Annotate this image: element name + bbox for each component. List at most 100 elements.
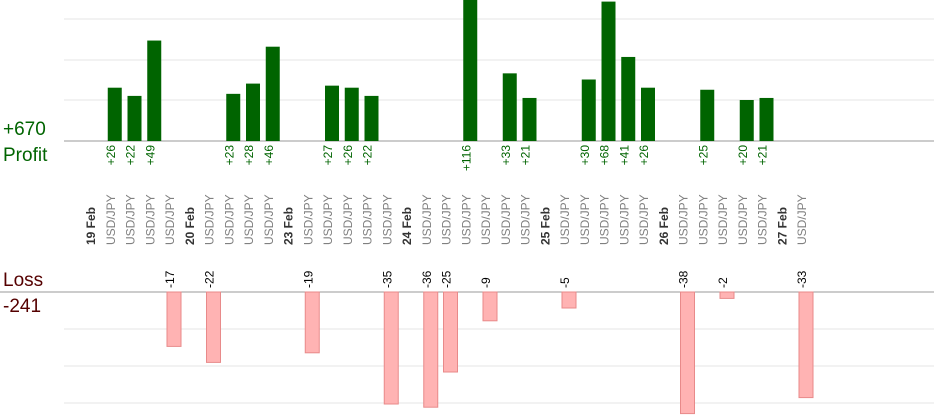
loss-bar [798, 291, 814, 399]
profit-value-label: +21 [756, 145, 770, 166]
instrument-label: USD/JPY [519, 194, 533, 245]
profit-label: Profit [3, 145, 48, 166]
profit-bar [364, 95, 379, 141]
loss-bar [443, 291, 458, 373]
instrument-label: USD/JPY [143, 194, 157, 245]
date-label: 27 Feb [775, 207, 789, 245]
profit-value-label: +46 [262, 145, 276, 166]
profit-bar [325, 85, 339, 141]
instrument-label: USD/JPY [795, 194, 809, 245]
instrument-label: USD/JPY [696, 194, 710, 245]
loss-bar [561, 291, 577, 309]
loss-value-label: -36 [420, 270, 434, 288]
profit-bar [127, 95, 142, 141]
profit-value-label: +26 [637, 145, 651, 166]
date-label: 19 Feb [84, 207, 98, 245]
loss-bar [680, 291, 695, 415]
profit-bar [739, 100, 754, 141]
date-label: 23 Feb [282, 207, 296, 245]
profit-bar [147, 40, 162, 141]
instrument-label: USD/JPY [222, 194, 236, 245]
profit-value-label: +68 [598, 145, 612, 166]
profit-value-label: +26 [104, 145, 118, 166]
profit-bar [581, 79, 596, 141]
profit-value-label: +49 [143, 145, 157, 166]
instrument-label: USD/JPY [341, 194, 355, 245]
instrument-label: USD/JPY [420, 194, 434, 245]
instrument-label: USD/JPY [499, 194, 513, 245]
profit-value-label: +21 [519, 145, 533, 166]
profit-value-label: +41 [617, 145, 631, 166]
instrument-label: USD/JPY [380, 194, 394, 245]
instrument-label: USD/JPY [203, 194, 217, 245]
profit-bar [502, 73, 517, 141]
loss-value-label: -17 [163, 270, 177, 288]
loss-value-label: -19 [301, 270, 315, 288]
profit-value-label: +27 [321, 145, 335, 166]
instrument-label: USD/JPY [637, 194, 651, 245]
instrument-label: USD/JPY [736, 194, 750, 245]
profit-value-label: +33 [499, 145, 513, 166]
profit-bar [107, 87, 122, 141]
instrument-label: USD/JPY [677, 194, 691, 245]
loss-bar [166, 291, 182, 347]
profit-bar [344, 87, 359, 141]
profit-value-label: +25 [696, 145, 710, 166]
date-label: 26 Feb [657, 207, 671, 245]
loss-value-label: -5 [558, 277, 572, 288]
profit-bar [641, 87, 655, 141]
instrument-label: USD/JPY [104, 194, 118, 245]
profit-bar [621, 56, 636, 142]
instrument-label: USD/JPY [598, 194, 612, 245]
date-label: 20 Feb [183, 207, 197, 245]
profit-value-label: +22 [361, 145, 375, 166]
instrument-label: USD/JPY [716, 194, 730, 245]
instrument-label: USD/JPY [578, 194, 592, 245]
loss-value-label: -25 [440, 270, 454, 288]
profit-bar [463, 0, 478, 141]
instrument-label: USD/JPY [459, 194, 473, 245]
instrument-label: USD/JPY [361, 194, 375, 245]
profit-total: +670 [3, 119, 46, 140]
loss-total: -241 [3, 296, 42, 317]
loss-value-label: -2 [716, 277, 730, 288]
loss-value-label: -9 [479, 277, 493, 288]
instrument-label: USD/JPY [301, 194, 315, 245]
loss-value-label: -22 [203, 270, 217, 288]
instrument-label: USD/JPY [558, 194, 572, 245]
profit-bar [601, 1, 616, 141]
profit-value-label: +26 [341, 145, 355, 166]
loss-value-label: -35 [380, 270, 394, 288]
loss-bar [206, 291, 221, 363]
profit-value-label: +20 [736, 145, 750, 166]
profit-value-label: +28 [242, 145, 256, 166]
profit-value-label: +30 [578, 145, 592, 166]
profit-bar [246, 83, 260, 141]
loss-bar [719, 291, 735, 299]
profit-bar [265, 46, 280, 142]
instrument-label: USD/JPY [617, 194, 631, 245]
instrument-label: USD/JPY [440, 194, 454, 245]
instrument-label: USD/JPY [262, 194, 276, 245]
loss-bar [423, 291, 439, 408]
profit-bar [700, 89, 715, 141]
loss-value-label: -38 [677, 270, 691, 288]
loss-label: Loss [3, 270, 44, 291]
date-label: 25 Feb [538, 207, 552, 245]
instrument-label: USD/JPY [479, 194, 493, 245]
instrument-label: USD/JPY [242, 194, 256, 245]
instrument-label: USD/JPY [124, 194, 138, 245]
instrument-label: USD/JPY [756, 194, 770, 245]
profit-bar [759, 97, 774, 141]
loss-value-label: -33 [795, 270, 809, 288]
instrument-label: USD/JPY [321, 194, 335, 245]
loss-bar [304, 291, 320, 354]
loss-bar [482, 291, 498, 322]
instrument-label: USD/JPY [163, 194, 177, 245]
profit-bar [522, 97, 537, 141]
loss-bar [383, 291, 399, 405]
date-label: 24 Feb [400, 207, 414, 245]
profit-value-label: +22 [124, 145, 138, 166]
profit-value-label: +23 [222, 145, 236, 166]
